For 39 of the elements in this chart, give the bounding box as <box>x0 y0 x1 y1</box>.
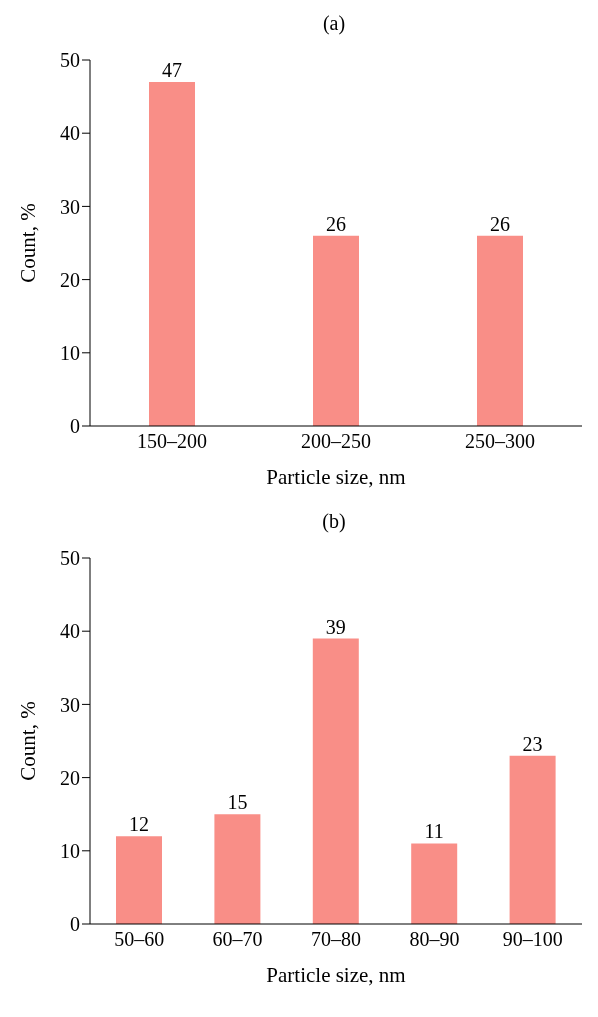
data-label: 23 <box>522 732 543 755</box>
bar <box>312 638 359 924</box>
x-tick-label: 60–70 <box>212 928 263 951</box>
bar <box>116 836 162 924</box>
y-tick-label: 50 <box>60 547 80 570</box>
data-label: 15 <box>227 791 248 814</box>
y-axis-title: Count, % <box>16 701 41 781</box>
chart-title: (a) <box>321 11 347 37</box>
y-tick-label: 20 <box>60 268 80 291</box>
y-tick-label: 40 <box>60 122 80 145</box>
x-tick-label: 70–80 <box>311 928 361 951</box>
x-tick-label: 50–60 <box>114 928 165 951</box>
y-tick-label: 0 <box>70 415 80 438</box>
x-axis-title: Particle size, nm <box>266 963 406 987</box>
chart-title: (b) <box>321 509 347 534</box>
y-tick-label: 10 <box>60 839 80 862</box>
y-tick-label: 40 <box>60 620 80 643</box>
bar <box>214 814 261 924</box>
data-label: 26 <box>490 212 510 235</box>
data-label: 39 <box>325 615 346 638</box>
bar <box>509 755 556 924</box>
data-label: 11 <box>424 820 444 843</box>
x-tick-label: 80–90 <box>409 928 460 951</box>
y-axis-title: Count, % <box>16 203 41 283</box>
data-label: 26 <box>326 212 346 235</box>
data-label: 47 <box>162 58 182 81</box>
y-tick-label: 50 <box>60 49 80 72</box>
y-tick-label: 0 <box>70 913 80 936</box>
y-tick-label: 20 <box>60 766 80 789</box>
y-tick-label: 10 <box>60 341 80 364</box>
y-tick-label: 30 <box>60 693 80 716</box>
y-tick-label: 30 <box>60 195 80 218</box>
x-tick-label: 200–250 <box>301 430 371 453</box>
x-tick-label: 90–100 <box>502 928 563 951</box>
data-label: 12 <box>129 813 149 836</box>
bar <box>411 843 458 924</box>
x-axis-title: Particle size, nm <box>266 465 406 489</box>
x-tick-label: 150–200 <box>137 430 207 453</box>
x-tick-label: 250–300 <box>465 430 535 453</box>
